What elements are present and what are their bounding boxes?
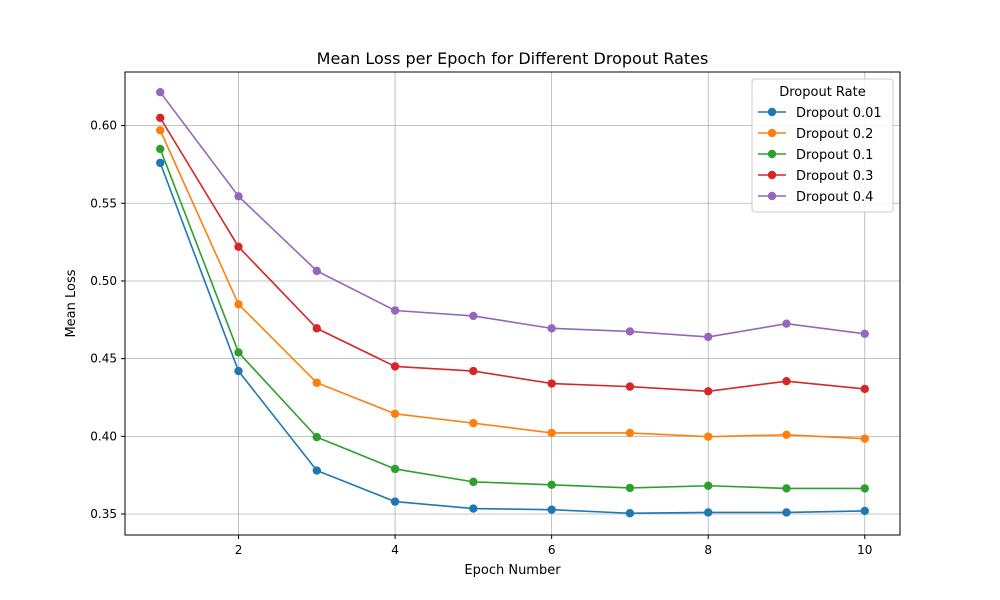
data-point (860, 484, 869, 493)
data-point (860, 384, 869, 394)
data-point (625, 327, 635, 336)
data-point (234, 348, 243, 357)
y-tick-label: 0.45 (90, 352, 117, 366)
y-tick-label: 0.50 (90, 274, 117, 288)
legend-label: Dropout 0.2 (796, 127, 873, 142)
data-point (782, 430, 791, 439)
data-point (312, 378, 321, 387)
x-tick-label: 10 (857, 543, 872, 557)
series-group (156, 126, 869, 443)
data-point (234, 366, 243, 376)
data-point (860, 329, 869, 338)
legend-label: Dropout 0.4 (796, 190, 873, 205)
series-line (159, 117, 865, 393)
series-line (159, 148, 865, 490)
legend-marker (767, 170, 777, 180)
data-point (547, 480, 556, 490)
data-point (469, 477, 478, 487)
data-point (547, 505, 556, 514)
y-axis-label: Mean Loss (64, 269, 79, 337)
ticks: 2 4 6 8 10 0.35 0.40 0.45 0.50 0.55 0.60 (90, 119, 872, 557)
legend-title: Dropout Rate (779, 85, 866, 100)
legend-label: Dropout 0.01 (796, 106, 882, 121)
data-point (390, 409, 400, 419)
series-line (159, 162, 865, 515)
legend-item: Dropout 0.3 (758, 169, 873, 184)
data-point (469, 311, 478, 321)
y-tick-label: 0.35 (90, 507, 117, 521)
y-tick-label: 0.55 (90, 196, 117, 210)
data-point (860, 506, 869, 516)
series-line (159, 91, 865, 338)
y-tick-label: 0.60 (90, 119, 117, 133)
data-point (547, 379, 556, 388)
data-point (782, 484, 791, 493)
data-point (390, 362, 400, 371)
y-tick-label: 0.40 (90, 429, 117, 443)
data-point (625, 382, 635, 391)
data-point (156, 87, 165, 97)
legend-item: Dropout 0.2 (758, 127, 873, 142)
data-point (469, 504, 478, 513)
data-point (547, 324, 556, 333)
data-point (156, 113, 165, 123)
data-point (704, 332, 713, 342)
data-point (312, 324, 321, 333)
data-point (390, 464, 400, 474)
data-point (704, 508, 713, 517)
series-group (156, 113, 869, 396)
legend-item: Dropout 0.01 (758, 106, 882, 121)
data-point (469, 366, 478, 376)
data-point (547, 428, 556, 438)
data-point (156, 126, 165, 135)
data-point (234, 192, 243, 201)
data-point (156, 144, 165, 154)
data-point (156, 158, 165, 168)
chart-title: Mean Loss per Epoch for Different Dropou… (317, 49, 709, 68)
x-tick-label: 2 (235, 543, 243, 557)
data-point (390, 497, 400, 506)
legend-marker (767, 149, 777, 159)
data-point (704, 387, 713, 396)
x-axis-label: Epoch Number (464, 563, 561, 578)
plot-frame (124, 71, 901, 536)
data-point (704, 432, 713, 441)
series-group (156, 87, 869, 342)
data-point (234, 300, 243, 309)
data-point (782, 319, 791, 328)
legend-marker (767, 107, 777, 117)
data-point (312, 432, 321, 442)
legend-item: Dropout 0.1 (758, 148, 873, 163)
legend-marker (767, 128, 777, 138)
x-tick-label: 8 (704, 543, 712, 557)
data-point (312, 466, 321, 475)
data-point (625, 509, 635, 518)
series-layer (156, 87, 869, 518)
x-tick-label: 4 (391, 543, 399, 557)
data-point (312, 266, 321, 276)
data-point (782, 508, 791, 517)
legend-box (751, 78, 894, 213)
data-point (390, 306, 400, 315)
legend: Dropout Rate Dropout 0.01 Dropout 0.2 Dropo… (751, 78, 894, 213)
data-point (234, 242, 243, 251)
data-point (704, 481, 713, 490)
legend-label: Dropout 0.3 (796, 169, 873, 184)
legend-label: Dropout 0.1 (796, 148, 873, 163)
series-line (159, 129, 865, 440)
x-tick-label: 6 (548, 543, 556, 557)
data-point (782, 376, 791, 386)
data-point (860, 434, 869, 443)
legend-marker (767, 191, 777, 201)
series-group (156, 144, 869, 493)
legend-item: Dropout 0.4 (758, 190, 873, 205)
data-point (625, 483, 635, 493)
data-point (625, 428, 635, 438)
data-point (469, 418, 478, 428)
series-group (156, 158, 869, 518)
